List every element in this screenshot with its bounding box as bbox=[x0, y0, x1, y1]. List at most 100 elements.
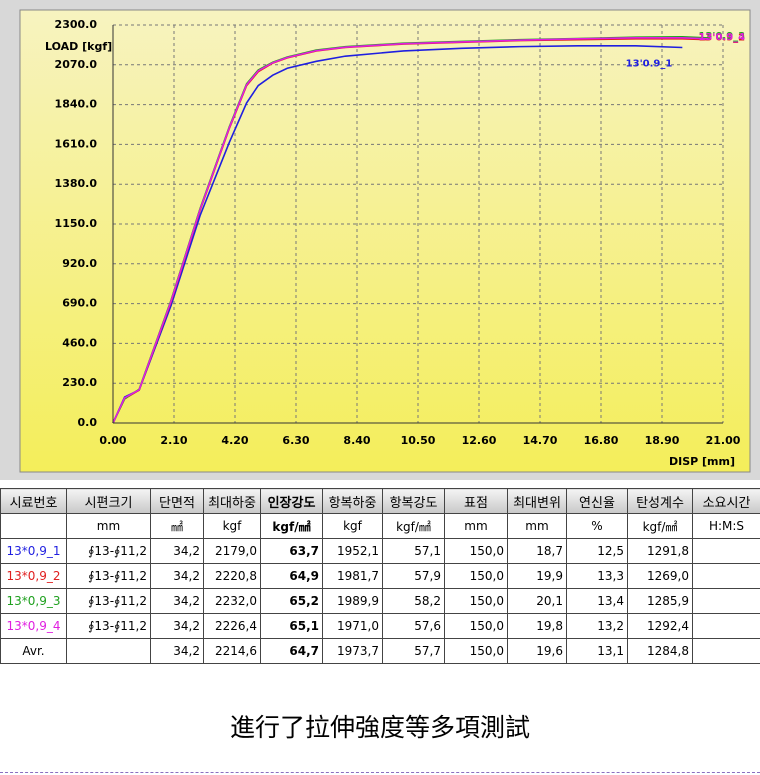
table-cell: Avr. bbox=[0, 638, 67, 664]
table-cell bbox=[692, 588, 760, 614]
table-cell: 1989,9 bbox=[322, 588, 383, 614]
table-cell: 150,0 bbox=[444, 538, 508, 564]
table-cell: kgf bbox=[322, 513, 383, 539]
legend-label: 13'0.9_4 bbox=[698, 32, 745, 43]
result-table: 시료번호 시편크기 단면적 최대하중 인장강도 항복하중 항복강도 표점 최대변위 연신율 탄성계수… bbox=[0, 488, 760, 664]
x-tick-label: 8.40 bbox=[343, 434, 370, 447]
chart: LOAD [kgf] DISP [mm] 0.0 230.0 460.0 690.0 9… bbox=[0, 0, 760, 480]
table-cell bbox=[692, 613, 760, 639]
table-cell: mm bbox=[66, 513, 151, 539]
table-cell: 13*0,9_3 bbox=[0, 588, 67, 614]
table-cell: 항복강도 bbox=[382, 488, 445, 514]
table-row: 13*0,9_4 ∮13-∮11,2 34,2 2226,4 65,1 1971,0 57,… bbox=[0, 613, 760, 639]
table-cell: ∮13-∮11,2 bbox=[66, 538, 151, 564]
table-cell: 1971,0 bbox=[322, 613, 383, 639]
table-cell: 19,6 bbox=[507, 638, 567, 664]
table-cell: 57,1 bbox=[382, 538, 445, 564]
table-cell: 1952,1 bbox=[322, 538, 383, 564]
table-cell bbox=[692, 563, 760, 589]
table-cell: 57,9 bbox=[382, 563, 445, 589]
table-cell: 2232,0 bbox=[203, 588, 261, 614]
table-cell: kgf bbox=[203, 513, 261, 539]
table-cell: 13,1 bbox=[566, 638, 628, 664]
legend-label: 13'0.9_2 bbox=[698, 33, 745, 44]
table-cell: ∮13-∮11,2 bbox=[66, 563, 151, 589]
y-tick-label: 230.0 bbox=[62, 376, 97, 389]
table-cell: ∮13-∮11,2 bbox=[66, 588, 151, 614]
y-tick-label: 920.0 bbox=[62, 257, 97, 270]
table-cell: 소요시간 bbox=[692, 488, 760, 514]
table-cell: 1292,4 bbox=[627, 613, 693, 639]
x-tick-label: 0.00 bbox=[99, 434, 126, 447]
table-cell bbox=[66, 638, 151, 664]
y-tick-label: 2070.0 bbox=[55, 58, 98, 71]
table-cell: 시편크기 bbox=[66, 488, 151, 514]
table-cell: mm bbox=[444, 513, 508, 539]
y-tick-label: 0.0 bbox=[78, 416, 98, 429]
table-cell: kgf/㎟ bbox=[260, 513, 323, 539]
y-tick-label: 1840.0 bbox=[55, 98, 98, 111]
x-tick-label: 14.70 bbox=[523, 434, 558, 447]
table-cell: 최대변위 bbox=[507, 488, 567, 514]
table-cell: 150,0 bbox=[444, 563, 508, 589]
y-tick-label: 1380.0 bbox=[55, 177, 98, 190]
table-cell: 34,2 bbox=[150, 563, 204, 589]
table-cell: ㎟ bbox=[150, 513, 204, 539]
x-tick-label: 16.80 bbox=[584, 434, 619, 447]
series-line bbox=[112, 37, 709, 424]
table-cell: 34,2 bbox=[150, 613, 204, 639]
y-tick-label: 2300.0 bbox=[55, 18, 98, 31]
table-cell: H:M:S bbox=[692, 513, 760, 539]
table-cell: 65,2 bbox=[260, 588, 323, 614]
table-cell: 2220,8 bbox=[203, 563, 261, 589]
table-cell: 단면적 bbox=[150, 488, 204, 514]
table-cell: 2226,4 bbox=[203, 613, 261, 639]
table-cell: 150,0 bbox=[444, 613, 508, 639]
table-cell: 시료번호 bbox=[0, 488, 67, 514]
table-cell: 150,0 bbox=[444, 588, 508, 614]
x-tick-label: 18.90 bbox=[645, 434, 680, 447]
table-cell: 34,2 bbox=[150, 538, 204, 564]
table-row: Avr. 34,2 2214,6 64,7 1973,7 57,7 150,0 19,6 13,… bbox=[0, 638, 760, 664]
table-row: 시료번호 시편크기 단면적 최대하중 인장강도 항복하중 항복강도 표점 최대변위 연신율 탄성계수… bbox=[0, 488, 760, 514]
table-cell: 13,2 bbox=[566, 613, 628, 639]
table-cell: 1973,7 bbox=[322, 638, 383, 664]
table-cell: 2179,0 bbox=[203, 538, 261, 564]
table-cell: kgf/㎟ bbox=[627, 513, 693, 539]
table-cell: 12,5 bbox=[566, 538, 628, 564]
table-cell: 연신율 bbox=[566, 488, 628, 514]
table-cell: 18,7 bbox=[507, 538, 567, 564]
table-row: 13*0,9_1 ∮13-∮11,2 34,2 2179,0 63,7 1952,1 57,… bbox=[0, 538, 760, 564]
table-cell: mm bbox=[507, 513, 567, 539]
divider bbox=[0, 772, 760, 773]
table-cell: 1291,8 bbox=[627, 538, 693, 564]
y-tick-label: 460.0 bbox=[62, 336, 97, 349]
table-cell: 13*0,9_4 bbox=[0, 613, 67, 639]
table-cell: 150,0 bbox=[444, 638, 508, 664]
caption: 進行了拉伸強度等多項測試 bbox=[229, 713, 530, 742]
y-tick-label: 1610.0 bbox=[55, 137, 98, 150]
y-axis-label: LOAD [kgf] bbox=[45, 40, 112, 53]
table-cell: 34,2 bbox=[150, 638, 204, 664]
table-cell: 19,8 bbox=[507, 613, 567, 639]
series-line bbox=[112, 44, 683, 424]
table-cell: 63,7 bbox=[260, 538, 323, 564]
table-cell: 34,2 bbox=[150, 588, 204, 614]
legend-label: 13'0.9_3 bbox=[698, 31, 745, 42]
table-cell: % bbox=[566, 513, 628, 539]
table-cell: 1285,9 bbox=[627, 588, 693, 614]
table-cell: 1284,8 bbox=[627, 638, 693, 664]
table-cell: 19,9 bbox=[507, 563, 567, 589]
table-cell: 13*0,9_1 bbox=[0, 538, 67, 564]
table-cell: ∮13-∮11,2 bbox=[66, 613, 151, 639]
plot-bg bbox=[19, 9, 751, 473]
table-cell: kgf/㎟ bbox=[382, 513, 445, 539]
legend-label: 13'0.9_1 bbox=[626, 58, 673, 69]
x-tick-label: 2.10 bbox=[160, 434, 187, 447]
y-tick-label: 690.0 bbox=[62, 297, 97, 310]
table-cell: 항복하중 bbox=[322, 488, 383, 514]
table-row: mm ㎟ kgf kgf/㎟ kgf kgf/㎟ mm mm% kgf/㎟ H:M:S bbox=[0, 513, 760, 539]
table-cell: 13*0,9_2 bbox=[0, 563, 67, 589]
table-cell: 최대하중 bbox=[203, 488, 261, 514]
